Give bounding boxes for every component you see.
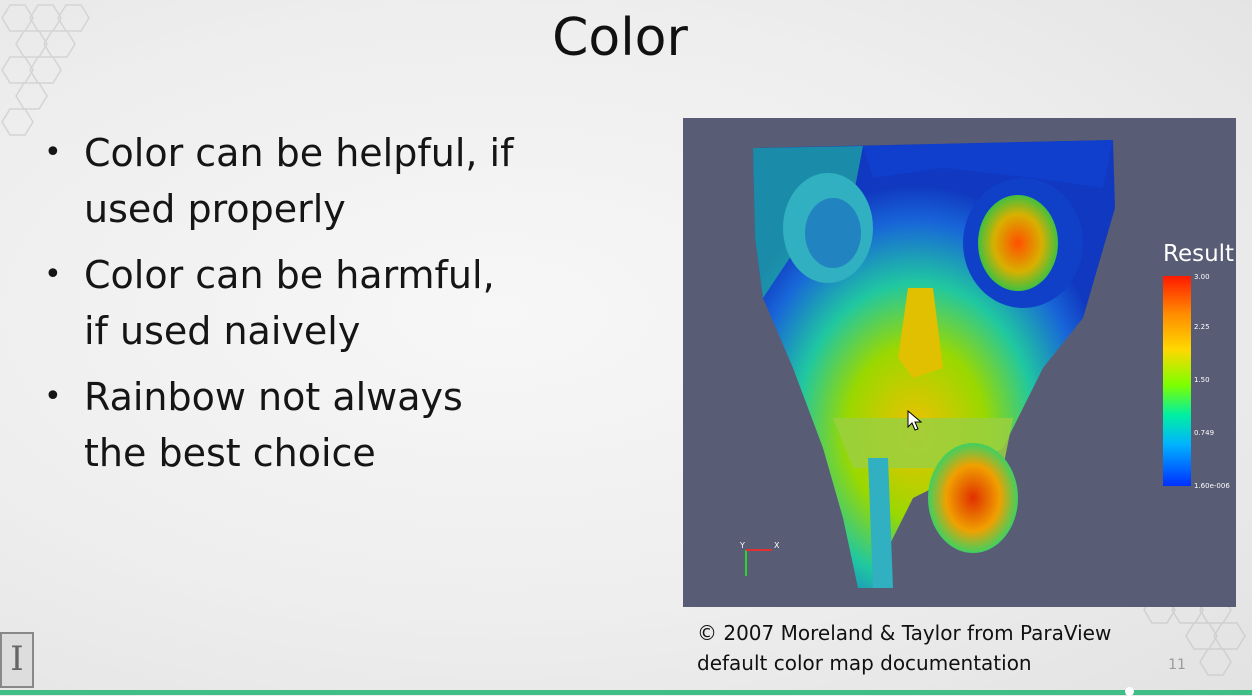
bullet-dot-icon: •	[44, 135, 62, 170]
skull-visualization-figure: Result 3.00 2.25 1.50 0.749 1.60e-006 Y …	[683, 118, 1236, 607]
slide-page-number: 11	[1168, 657, 1186, 673]
slide-title: Color	[552, 8, 688, 68]
legend-tick: 1.60e-006	[1194, 482, 1230, 490]
bullet-item: • Color can be harmful, if used naively	[42, 247, 602, 359]
axes-triad-icon: Y X	[739, 541, 780, 576]
bullet-line: the best choice	[84, 431, 376, 475]
axis-label: Y	[739, 541, 745, 550]
bullet-dot-icon: •	[44, 257, 62, 292]
video-progress-bar[interactable]	[0, 690, 1252, 695]
figure-caption: © 2007 Moreland & Taylor from ParaView d…	[697, 618, 1111, 678]
bullet-item: • Color can be helpful, if used properly	[42, 125, 602, 237]
caption-line: default color map documentation	[697, 651, 1032, 675]
legend-tick: 2.25	[1194, 323, 1210, 331]
legend-tick: 1.50	[1194, 376, 1210, 384]
bullet-line: Color can be harmful,	[84, 253, 495, 297]
bullet-list: • Color can be helpful, if used properly…	[42, 125, 602, 491]
skull-rainbow-render	[753, 140, 1115, 588]
bullet-line: used properly	[84, 187, 346, 231]
legend-title: Result	[1163, 241, 1235, 267]
bullet-line: Color can be helpful, if	[84, 131, 514, 175]
axis-label: X	[774, 541, 780, 550]
hex-pattern-decoration	[1, 4, 90, 136]
legend-tick: 3.00	[1194, 273, 1210, 281]
bullet-line: Rainbow not always	[84, 375, 463, 419]
bullet-line: if used naively	[84, 309, 361, 353]
mouse-cursor-icon	[907, 410, 923, 431]
bullet-item: • Rainbow not always the best choice	[42, 369, 602, 481]
colormap-legend-bar	[1163, 276, 1191, 486]
video-progress-handle[interactable]	[1125, 687, 1134, 696]
legend-tick: 0.749	[1194, 429, 1215, 437]
caption-line: © 2007 Moreland & Taylor from ParaView	[697, 621, 1112, 645]
university-logo: I	[0, 632, 34, 688]
bullet-dot-icon: •	[44, 379, 62, 414]
